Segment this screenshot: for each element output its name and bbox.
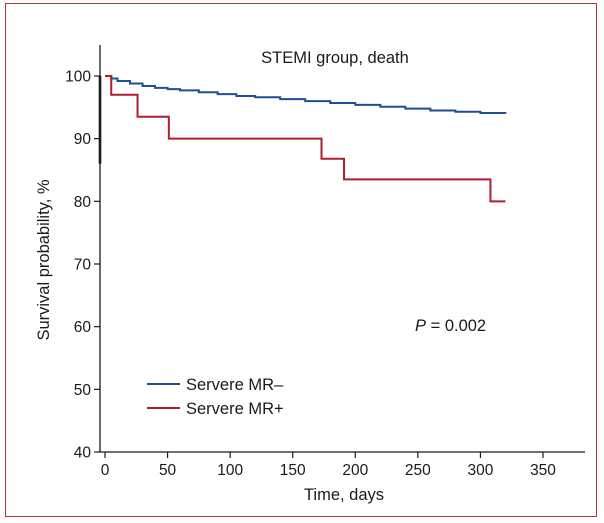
series-line-1 — [105, 75, 507, 114]
axes: 40 50 60 70 80 90 100 0 50 100 150 200 250 300 350 — [65, 45, 585, 479]
y-axis-title: Survival probability, % — [35, 179, 53, 340]
p-value-annotation: P = 0.002 — [415, 317, 486, 335]
y-tick-label: 50 — [74, 382, 92, 399]
x-tick-label: 250 — [405, 462, 431, 479]
legend-label-2: Servere MR+ — [186, 400, 284, 418]
legend-label-1: Servere MR– — [186, 376, 284, 394]
x-tick-label: 150 — [280, 462, 306, 479]
y-tick-label: 60 — [74, 319, 92, 336]
y-tick-label: 70 — [74, 257, 92, 274]
y-tick-label: 80 — [74, 194, 92, 211]
p-value-rest: = 0.002 — [426, 317, 486, 335]
y-tick-label: 40 — [74, 445, 92, 462]
survival-curves — [105, 75, 507, 203]
legend: Servere MR– Servere MR+ — [147, 376, 284, 418]
p-value-italic: P — [415, 317, 426, 335]
x-tick-label: 0 — [101, 462, 110, 479]
chart-title: STEMI group, death — [261, 49, 409, 67]
y-tick-label: 100 — [65, 69, 91, 86]
y-tick-label: 90 — [74, 131, 92, 148]
x-tick-label: 350 — [530, 462, 556, 479]
figure-frame — [5, 3, 597, 517]
x-tick-label: 100 — [217, 462, 243, 479]
x-tick-label: 300 — [467, 462, 493, 479]
x-axis-title: Time, days — [304, 486, 384, 504]
x-tick-label: 200 — [342, 462, 368, 479]
x-tick-label: 50 — [159, 462, 177, 479]
series-line-2 — [105, 75, 506, 203]
